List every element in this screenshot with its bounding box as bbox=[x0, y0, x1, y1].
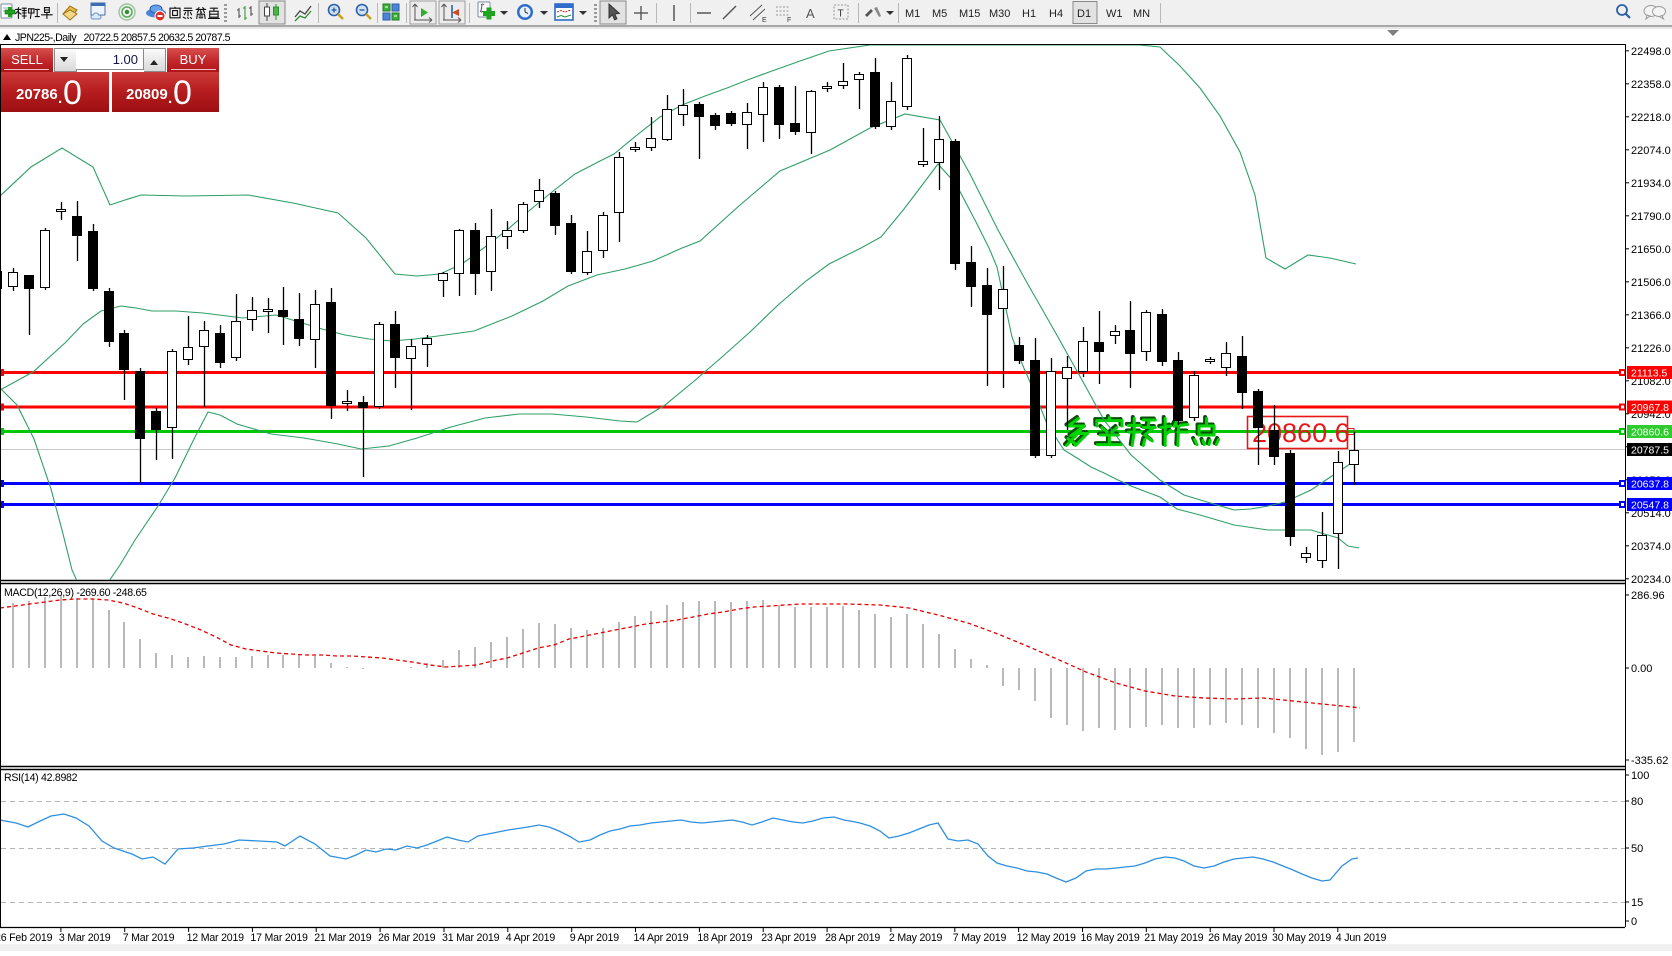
svg-text:4 Jun 2019: 4 Jun 2019 bbox=[1336, 932, 1387, 944]
svg-text:T: T bbox=[838, 9, 844, 20]
svg-text:20967.8: 20967.8 bbox=[1631, 402, 1669, 414]
svg-text:21 Mar 2019: 21 Mar 2019 bbox=[314, 932, 372, 944]
svg-text:12 May 2019: 12 May 2019 bbox=[1017, 932, 1076, 944]
svg-text:21366.0: 21366.0 bbox=[1631, 310, 1671, 322]
svg-text:30 May 2019: 30 May 2019 bbox=[1272, 932, 1331, 944]
svg-text:18 Apr 2019: 18 Apr 2019 bbox=[697, 932, 752, 944]
svg-text:2 May 2019: 2 May 2019 bbox=[889, 932, 943, 944]
svg-text:9 Apr 2019: 9 Apr 2019 bbox=[570, 932, 620, 944]
svg-text:4 Apr 2019: 4 Apr 2019 bbox=[506, 932, 556, 944]
svg-text:MACD(12,26,9) -269.60 -248.65: MACD(12,26,9) -269.60 -248.65 bbox=[4, 587, 147, 599]
svg-text:20787.5: 20787.5 bbox=[1631, 445, 1669, 457]
svg-text:MN: MN bbox=[1133, 8, 1150, 20]
svg-text:E: E bbox=[762, 17, 767, 24]
svg-text:80: 80 bbox=[1631, 796, 1643, 808]
svg-text:22074.0: 22074.0 bbox=[1631, 145, 1671, 157]
svg-text:31 Mar 2019: 31 Mar 2019 bbox=[442, 932, 500, 944]
svg-text:20637.8: 20637.8 bbox=[1631, 479, 1669, 491]
svg-text:H1: H1 bbox=[1022, 8, 1036, 20]
svg-text:23 Apr 2019: 23 Apr 2019 bbox=[761, 932, 816, 944]
svg-text:17 Mar 2019: 17 Mar 2019 bbox=[250, 932, 308, 944]
svg-text:20547.8: 20547.8 bbox=[1631, 500, 1669, 512]
svg-text:M1: M1 bbox=[905, 8, 920, 20]
svg-text:22498.0: 22498.0 bbox=[1631, 46, 1671, 58]
svg-text:M5: M5 bbox=[932, 8, 947, 20]
svg-text:20860.6: 20860.6 bbox=[1252, 418, 1350, 448]
svg-text:M30: M30 bbox=[989, 8, 1010, 20]
svg-text:100: 100 bbox=[1631, 770, 1649, 782]
svg-text:22218.0: 22218.0 bbox=[1631, 112, 1671, 124]
svg-text:RSI(14) 42.8982: RSI(14) 42.8982 bbox=[4, 772, 78, 784]
svg-text:15: 15 bbox=[1631, 897, 1643, 909]
svg-text:F: F bbox=[787, 17, 791, 24]
svg-text:H4: H4 bbox=[1049, 8, 1063, 20]
svg-text:0.00: 0.00 bbox=[1631, 663, 1652, 675]
svg-text:3 Mar 2019: 3 Mar 2019 bbox=[59, 932, 111, 944]
svg-text:D1: D1 bbox=[1077, 8, 1091, 20]
svg-text:26 Feb 2019: 26 Feb 2019 bbox=[0, 932, 53, 944]
svg-text:21650.0: 21650.0 bbox=[1631, 244, 1671, 256]
svg-text:26 Mar 2019: 26 Mar 2019 bbox=[378, 932, 436, 944]
svg-text:12 Mar 2019: 12 Mar 2019 bbox=[187, 932, 245, 944]
svg-text:20234.0: 20234.0 bbox=[1631, 574, 1671, 586]
svg-text:0: 0 bbox=[1631, 916, 1637, 928]
svg-text:7 May 2019: 7 May 2019 bbox=[953, 932, 1007, 944]
svg-text:M15: M15 bbox=[959, 8, 980, 20]
svg-text:21934.0: 21934.0 bbox=[1631, 178, 1671, 190]
svg-text:22358.0: 22358.0 bbox=[1631, 79, 1671, 91]
svg-text:26 May 2019: 26 May 2019 bbox=[1208, 932, 1267, 944]
svg-text:A: A bbox=[806, 6, 815, 21]
svg-text:16 May 2019: 16 May 2019 bbox=[1081, 932, 1140, 944]
svg-text:21113.5: 21113.5 bbox=[1631, 368, 1668, 380]
svg-text:14 Apr 2019: 14 Apr 2019 bbox=[634, 932, 689, 944]
svg-text:-335.62: -335.62 bbox=[1631, 755, 1668, 767]
svg-text:20860.6: 20860.6 bbox=[1631, 427, 1669, 439]
svg-text:286.96: 286.96 bbox=[1631, 590, 1665, 602]
svg-text:50: 50 bbox=[1631, 843, 1643, 855]
svg-text:W1: W1 bbox=[1106, 8, 1123, 20]
svg-text:28 Apr 2019: 28 Apr 2019 bbox=[825, 932, 880, 944]
svg-text:20374.0: 20374.0 bbox=[1631, 541, 1671, 553]
svg-text:21790.0: 21790.0 bbox=[1631, 211, 1671, 223]
svg-text:JPN225-,Daily 20722.5 20857.: JPN225-,Daily 20722.5 20857.5 20632.5 20… bbox=[15, 32, 231, 44]
svg-text:7 Mar 2019: 7 Mar 2019 bbox=[123, 932, 175, 944]
svg-text:21506.0: 21506.0 bbox=[1631, 277, 1671, 289]
svg-text:21 May 2019: 21 May 2019 bbox=[1144, 932, 1203, 944]
svg-text:21226.0: 21226.0 bbox=[1631, 343, 1671, 355]
